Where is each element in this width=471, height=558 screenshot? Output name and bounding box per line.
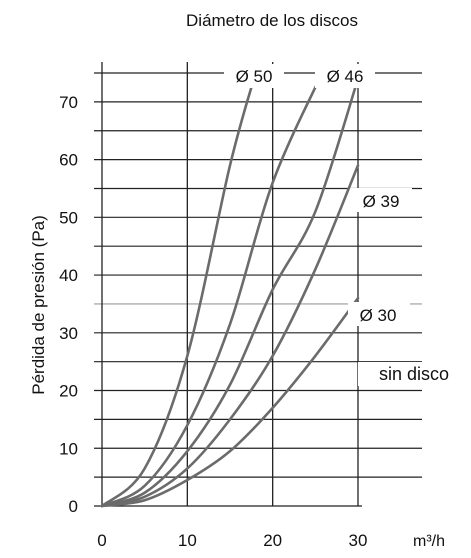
series-label-bg xyxy=(224,64,284,88)
y-tick-label: 0 xyxy=(69,497,78,516)
series-label-1: Ø 46 xyxy=(327,67,364,86)
x-tick-label: 20 xyxy=(263,531,282,550)
y-tick-label: 10 xyxy=(59,439,78,458)
series-label-3: Ø 30 xyxy=(360,306,397,325)
y-tick-label: 40 xyxy=(59,266,78,285)
series-lines xyxy=(100,71,360,508)
series-line-4 xyxy=(100,296,360,508)
series-label-bg xyxy=(348,302,410,326)
series-line-3 xyxy=(100,164,360,508)
series-label-bg xyxy=(315,64,375,88)
series-labels: Ø 50 Ø 46 Ø 39 Ø 30 sin disco xyxy=(224,64,470,386)
series-label-2: Ø 39 xyxy=(363,192,400,211)
tick-labels: 0 10 20 30 40 50 60 70 0 10 20 30 xyxy=(59,93,367,550)
y-tick-label: 50 xyxy=(59,208,78,227)
series-label-4: sin disco xyxy=(379,364,449,384)
series-line-2 xyxy=(100,77,360,508)
series-label-bg xyxy=(350,188,412,212)
series-line-1 xyxy=(100,71,324,508)
series-label-bg xyxy=(358,362,470,386)
y-axis-label: Pérdida de presión (Pa) xyxy=(29,215,48,395)
x-tick-label: 10 xyxy=(178,531,197,550)
y-tick-label: 70 xyxy=(59,93,78,112)
chart-title: Diámetro de los discos xyxy=(186,11,358,30)
y-tick-label: 60 xyxy=(59,151,78,170)
y-tick-label: 20 xyxy=(59,382,78,401)
x-axis-label: m³/h xyxy=(413,533,445,550)
series-line-0 xyxy=(100,71,257,508)
y-tick-label: 30 xyxy=(59,324,78,343)
x-tick-label: 0 xyxy=(97,531,106,550)
series-label-0: Ø 50 xyxy=(236,67,273,86)
x-tick-label: 30 xyxy=(349,531,368,550)
